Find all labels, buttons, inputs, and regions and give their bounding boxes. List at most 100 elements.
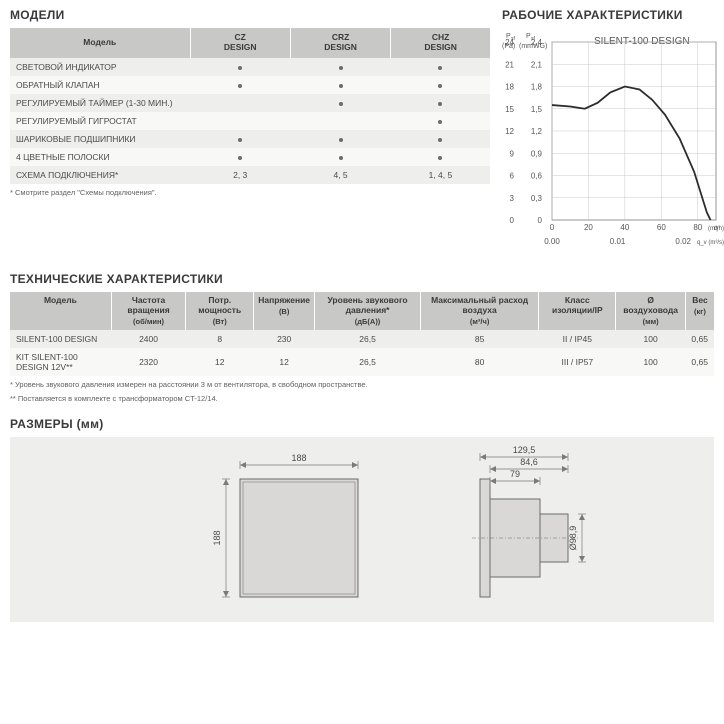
bullet-icon [438,84,442,88]
cell: 2320 [111,348,185,376]
models-th-cz: CZDESIGN [190,28,290,58]
cell: 26,5 [315,348,421,376]
table-row: SILENT-100 DESIGN2400823026,585II / IP45… [10,330,714,348]
table-row: РЕГУЛИРУЕМЫЙ ГИГРОСТАТ [10,112,490,130]
svg-text:24: 24 [505,38,514,47]
bullet-icon [438,138,442,142]
bullet-icon [238,66,242,70]
cell [290,130,390,148]
svg-text:(m³/h): (m³/h) [708,226,724,232]
svg-text:84,6: 84,6 [520,457,538,467]
cell: 8 [186,330,254,348]
table-row: ШАРИКОВЫЕ ПОДШИПНИКИ [10,130,490,148]
specs-th: Напряжение(В) [254,292,315,330]
row-label: ШАРИКОВЫЕ ПОДШИПНИКИ [10,130,190,148]
cell [190,76,290,94]
specs-th: Модель [10,292,111,330]
perf-heading: РАБОЧИЕ ХАРАКТЕРИСТИКИ [502,8,724,22]
table-row: ОБРАТНЫЙ КЛАПАН [10,76,490,94]
svg-text:0: 0 [510,216,515,225]
cell: 12 [186,348,254,376]
bullet-icon [438,102,442,106]
svg-text:q_v (m³/s): q_v (m³/s) [697,240,724,246]
models-th-crz: CRZDESIGN [290,28,390,58]
svg-text:1,8: 1,8 [531,83,543,92]
specs-th: Вес(кг) [685,292,714,330]
models-th-model: Модель [10,28,190,58]
svg-text:1,5: 1,5 [531,105,543,114]
svg-text:60: 60 [657,223,666,232]
cell [290,76,390,94]
svg-text:2,4: 2,4 [531,38,543,47]
table-row: 4 ЦВЕТНЫЕ ПОЛОСКИ [10,148,490,166]
cell [391,148,490,166]
svg-text:1,2: 1,2 [531,127,543,136]
row-label: РЕГУЛИРУЕМЫЙ ТАЙМЕР (1-30 МИН.) [10,94,190,112]
specs-th: Частота вращения(об/мин) [111,292,185,330]
cell [190,130,290,148]
cell [391,112,490,130]
table-row: СВЕТОВОЙ ИНДИКАТОР [10,58,490,76]
bullet-icon [238,156,242,160]
svg-text:21: 21 [505,60,514,69]
bullet-icon [339,138,343,142]
cell: 1, 4, 5 [391,166,490,184]
models-th-chz: CHZDESIGN [391,28,490,58]
svg-text:188: 188 [291,453,306,463]
bullet-icon [339,102,343,106]
cell: 2400 [111,330,185,348]
cell: III / IP57 [539,348,616,376]
cell [190,148,290,166]
cell: 100 [616,330,686,348]
svg-text:6: 6 [510,172,515,181]
cell: 12 [254,348,315,376]
row-label: ОБРАТНЫЙ КЛАПАН [10,76,190,94]
cell [290,148,390,166]
cell [190,58,290,76]
row-label: СХЕМА ПОДКЛЮЧЕНИЯ* [10,166,190,184]
cell: 4, 5 [290,166,390,184]
svg-text:0,9: 0,9 [531,149,543,158]
svg-text:9: 9 [510,149,515,158]
svg-text:40: 40 [620,223,629,232]
bullet-icon [339,66,343,70]
cell [391,130,490,148]
specs-table: Модель Частота вращения(об/мин)Потр. мощ… [10,292,714,376]
svg-text:80: 80 [693,223,702,232]
cell: SILENT-100 DESIGN [10,330,111,348]
cell [290,112,390,130]
svg-text:0: 0 [550,223,555,232]
bullet-icon [438,156,442,160]
bullet-icon [339,156,343,160]
svg-text:0,3: 0,3 [531,194,543,203]
dims-heading: РАЗМЕРЫ (мм) [10,417,714,431]
cell [391,76,490,94]
svg-text:0.00: 0.00 [544,237,560,246]
specs-th: Потр. мощность(Вт) [186,292,254,330]
cell: KIT SILENT-100 DESIGN 12V** [10,348,111,376]
svg-text:0: 0 [538,216,543,225]
cell: 230 [254,330,315,348]
cell [190,112,290,130]
svg-text:20: 20 [584,223,593,232]
cell [290,58,390,76]
table-row: KIT SILENT-100 DESIGN 12V**2320121226,58… [10,348,714,376]
specs-heading: ТЕХНИЧЕСКИЕ ХАРАКТЕРИСТИКИ [10,272,714,286]
models-table: Модель CZDESIGN CRZDESIGN CHZDESIGN СВЕТ… [10,28,490,184]
cell: 0,65 [685,330,714,348]
table-row: СХЕМА ПОДКЛЮЧЕНИЯ*2, 34, 51, 4, 5 [10,166,490,184]
bullet-icon [438,66,442,70]
svg-text:2,1: 2,1 [531,60,543,69]
svg-text:0.01: 0.01 [610,237,626,246]
specs-th: Максимальный расход воздуха(м³/ч) [421,292,539,330]
performance-chart: SILENT-100 DESIGNPsf(Pa)Psf(mmWG)0030,36… [502,28,724,258]
cell [290,94,390,112]
svg-text:0,6: 0,6 [531,172,543,181]
row-label: СВЕТОВОЙ ИНДИКАТОР [10,58,190,76]
cell: II / IP45 [539,330,616,348]
bullet-icon [438,120,442,124]
models-footnote: * Смотрите раздел "Схемы подключения". [10,188,490,197]
cell [190,94,290,112]
svg-text:79: 79 [510,469,520,479]
specs-th: Уровень звукового давления*(дБ(А)) [315,292,421,330]
